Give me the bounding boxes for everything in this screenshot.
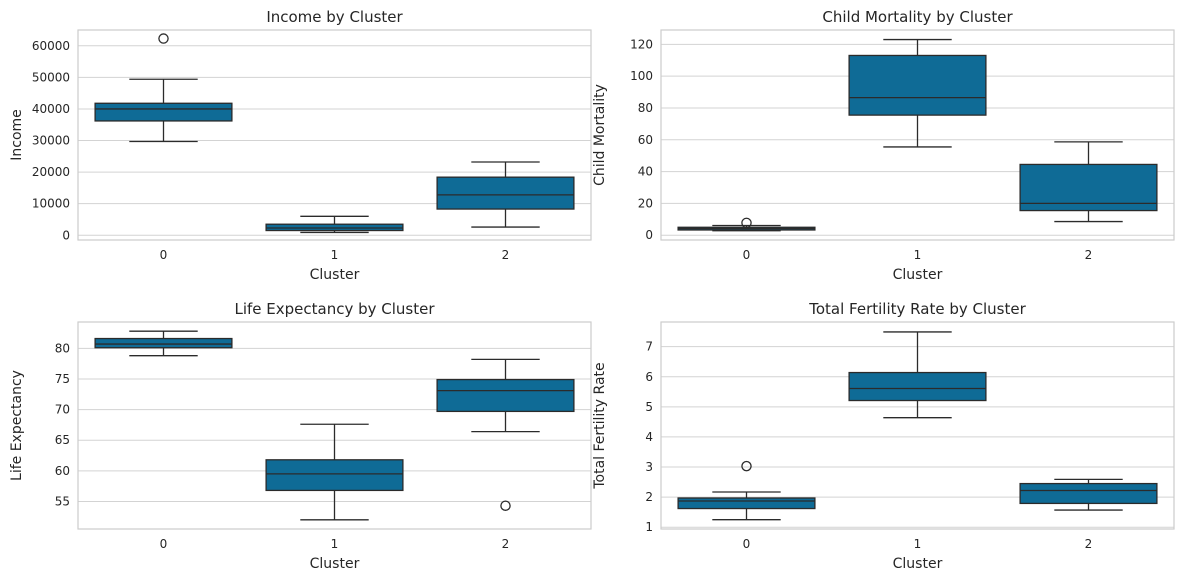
child-mortality-ytick-label: 60: [638, 133, 653, 147]
outlier-point: [500, 500, 511, 511]
fertility-xtick-label: 2: [1085, 537, 1093, 551]
child-mortality-ytick-label: 120: [630, 37, 653, 51]
outlier-point: [158, 33, 169, 44]
child-mortality-panel: 0 20 40 60 80 100 120 0 1 2 Child Mortality by Clu…: [592, 8, 1175, 283]
income-box-cluster-1: [265, 215, 404, 234]
income-xlabel: Cluster: [310, 267, 360, 283]
life-expectancy-title: Life Expectancy by Cluster: [234, 300, 435, 318]
child-mortality-xtick-label: 2: [1085, 248, 1093, 262]
income-ytick-label: 40000: [32, 102, 70, 116]
fertility-xtick-label: 1: [914, 537, 922, 551]
life-expectancy-ytick-label: 80: [55, 341, 70, 355]
outlier-point: [741, 217, 752, 229]
income-box-cluster-2: [436, 161, 575, 228]
child-mortality-ytick-label: 0: [645, 228, 653, 242]
income-box-cluster-0: [94, 33, 233, 143]
child-mortality-box-cluster-1: [848, 38, 987, 148]
child-mortality-frame: [660, 29, 1175, 241]
fertility-ytick-label: 6: [645, 370, 653, 384]
child-mortality-ylabel: Child Mortality: [592, 84, 608, 186]
life-expectancy-xtick-label: 1: [331, 537, 339, 551]
child-mortality-xlabel: Cluster: [893, 267, 943, 283]
iqr-box: [436, 378, 575, 413]
iqr-box: [677, 497, 816, 510]
fertility-ytick-label: 7: [645, 340, 653, 354]
life-expectancy-box-cluster-1: [265, 423, 404, 521]
fertility-panel: 1 2 3 4 5 6 7 0 1 2 Total Fertility Rate by Cluste…: [592, 300, 1175, 572]
fertility-ytick-label: 3: [645, 460, 653, 474]
child-mortality-box-cluster-2: [1019, 141, 1158, 223]
child-mortality-title: Child Mortality by Cluster: [822, 8, 1013, 26]
income-xtick-label: 1: [331, 248, 339, 262]
fertility-ytick-label: 2: [645, 490, 653, 504]
iqr-box: [436, 176, 575, 210]
child-mortality-box-cluster-0: [677, 217, 816, 232]
life-expectancy-xtick-label: 0: [160, 537, 168, 551]
child-mortality-ytick-label: 100: [630, 69, 653, 83]
income-xtick-label: 0: [160, 248, 168, 262]
income-ytick-label: 10000: [32, 197, 70, 211]
fertility-box-cluster-2: [1019, 478, 1158, 511]
income-ytick-label: 60000: [32, 39, 70, 53]
fertility-xlabel: Cluster: [893, 556, 943, 572]
child-mortality-ytick-label: 80: [638, 101, 653, 115]
child-mortality-xtick-label: 1: [914, 248, 922, 262]
iqr-box: [94, 102, 233, 122]
fertility-box-cluster-1: [848, 331, 987, 419]
income-ylabel: Income: [9, 109, 25, 161]
child-mortality-xtick-label: 0: [743, 248, 751, 262]
life-expectancy-ytick-label: 55: [55, 494, 70, 508]
iqr-box: [265, 459, 404, 492]
fertility-ytick-label: 4: [645, 430, 653, 444]
life-expectancy-ytick-label: 60: [55, 464, 70, 478]
child-mortality-ytick-label: 20: [638, 196, 653, 210]
life-expectancy-ytick-label: 75: [55, 372, 70, 386]
fertility-box-cluster-0: [677, 460, 816, 521]
fertility-ytick-label: 5: [645, 400, 653, 414]
iqr-box: [848, 54, 987, 116]
life-expectancy-frame: [77, 321, 592, 530]
income-ytick-label: 20000: [32, 165, 70, 179]
life-expectancy-box-cluster-0: [94, 330, 233, 357]
fertility-frame: [660, 321, 1175, 530]
fertility-xtick-label: 0: [743, 537, 751, 551]
life-expectancy-panel: 55 60 65 70 75 80 0 1 2 Life Expectancy by Cluste…: [9, 300, 592, 572]
income-panel: 0 10000 20000 30000 40000 50000 60000 0 1 2 Income…: [9, 8, 592, 283]
iqr-box: [94, 337, 233, 349]
income-ytick-label: 0: [62, 228, 70, 242]
child-mortality-ytick-label: 40: [638, 165, 653, 179]
income-ytick-label: 30000: [32, 134, 70, 148]
life-expectancy-xtick-label: 2: [502, 537, 510, 551]
life-expectancy-ytick-label: 70: [55, 403, 70, 417]
fertility-ytick-label: 1: [645, 520, 653, 534]
iqr-box: [1019, 482, 1158, 505]
iqr-box: [848, 371, 987, 402]
outlier-point: [741, 460, 752, 472]
life-expectancy-ytick-label: 65: [55, 433, 70, 447]
life-expectancy-ylabel: Life Expectancy: [9, 370, 25, 481]
life-expectancy-box-cluster-2: [436, 358, 575, 511]
fertility-ylabel: Total Fertility Rate: [592, 362, 608, 489]
income-xtick-label: 2: [502, 248, 510, 262]
income-title: Income by Cluster: [266, 8, 403, 26]
income-ytick-label: 50000: [32, 70, 70, 84]
fertility-title: Total Fertility Rate by Cluster: [808, 300, 1026, 318]
income-frame: [77, 29, 592, 241]
life-expectancy-xlabel: Cluster: [310, 556, 360, 572]
